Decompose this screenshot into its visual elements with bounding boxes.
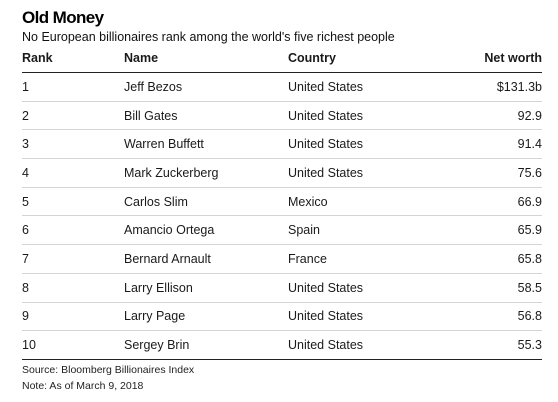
cell-rank: 1 [22,72,124,102]
table-row: 5 Carlos Slim Mexico 66.9 [22,187,542,217]
cell-country: United States [288,330,458,360]
table-row: 6 Amancio Ortega Spain 65.9 [22,215,542,246]
cell-rank: 9 [22,302,124,332]
cell-country: Spain [288,215,458,246]
column-header-rank: Rank [22,44,124,73]
column-header-name: Name [124,44,288,73]
source-note: Source: Bloomberg Billionaires Index [22,364,195,376]
header-row: Rank Name Country Net worth [22,44,542,73]
cell-country: France [288,244,458,274]
column-header-net-worth: Net worth [458,44,542,73]
cell-country: United States [288,302,458,332]
cell-name: Carlos Slim [124,187,288,217]
cell-country: United States [288,72,458,102]
table-row: 7 Bernard Arnault France 65.8 [22,244,542,274]
cell-rank: 8 [22,273,124,303]
table-row: 3 Warren Buffett United States 91.4 [22,129,542,160]
cell-name: Mark Zuckerberg [124,158,288,188]
table-row: 2 Bill Gates United States 92.9 [22,101,542,131]
cell-name: Bill Gates [124,101,288,131]
cell-country: United States [288,158,458,188]
cell-net-worth: 56.8 [458,302,542,332]
cell-net-worth: 58.5 [458,273,542,303]
cell-net-worth: 91.4 [458,129,542,160]
cell-country: Mexico [288,187,458,217]
cell-name: Larry Page [124,302,288,332]
column-header-country: Country [288,44,458,73]
table-row: 9 Larry Page United States 56.8 [22,302,542,332]
cell-name: Sergey Brin [124,330,288,360]
cell-country: United States [288,129,458,160]
table-row: 8 Larry Ellison United States 58.5 [22,273,542,303]
cell-net-worth: $131.3b [458,72,542,102]
table-row: 10 Sergey Brin United States 55.3 [22,330,542,360]
cell-net-worth: 92.9 [458,101,542,131]
chart-subtitle: No European billionaires rank among the … [22,30,395,44]
cell-net-worth: 55.3 [458,330,542,360]
table-row: 4 Mark Zuckerberg United States 75.6 [22,158,542,188]
cell-net-worth: 66.9 [458,187,542,217]
chart-title: Old Money [22,8,104,27]
cell-rank: 2 [22,101,124,131]
cell-name: Amancio Ortega [124,215,288,246]
cell-name: Bernard Arnault [124,244,288,274]
cell-name: Larry Ellison [124,273,288,303]
cell-net-worth: 75.6 [458,158,542,188]
cell-rank: 7 [22,244,124,274]
cell-net-worth: 65.8 [458,244,542,274]
billionaires-table: Rank Name Country Net worth 1 Jeff Bezos U… [22,44,542,360]
cell-rank: 10 [22,330,124,360]
table-header: Rank Name Country Net worth [22,44,542,73]
cell-rank: 3 [22,129,124,160]
cell-name: Jeff Bezos [124,72,288,102]
cell-country: United States [288,273,458,303]
cell-rank: 6 [22,215,124,246]
cell-rank: 5 [22,187,124,217]
cell-country: United States [288,101,458,131]
date-note: Note: As of March 9, 2018 [22,380,144,392]
table-body: 1 Jeff Bezos United States $131.3b 2 Bill Gat… [22,72,542,360]
cell-net-worth: 65.9 [458,215,542,246]
table-row: 1 Jeff Bezos United States $131.3b [22,72,542,102]
cell-name: Warren Buffett [124,129,288,160]
cell-rank: 4 [22,158,124,188]
